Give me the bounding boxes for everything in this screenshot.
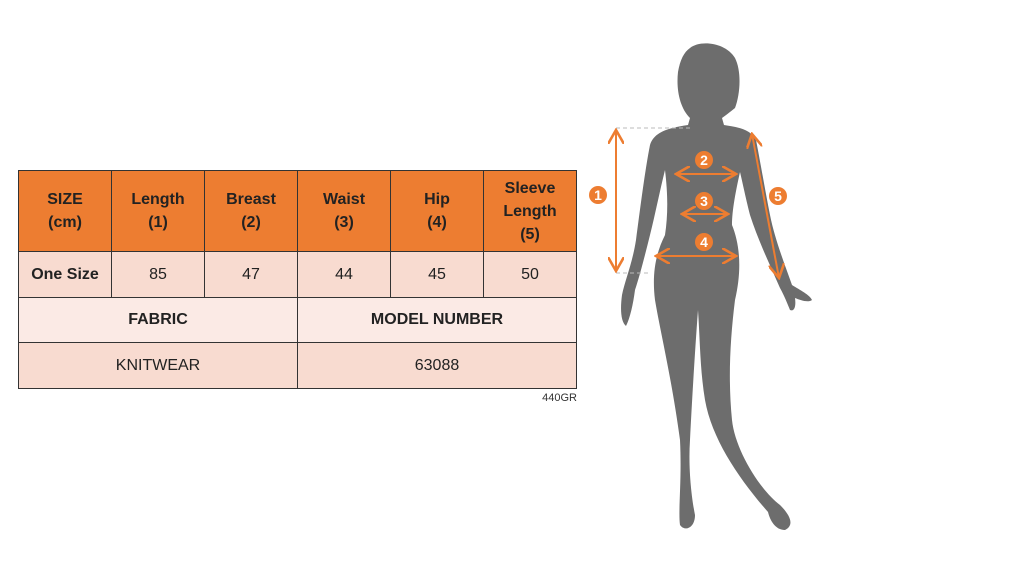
header-hip: Hip (4) — [390, 170, 484, 252]
body-silhouette — [621, 43, 812, 530]
header-length: Length (1) — [111, 170, 205, 252]
model-number-value: 63088 — [297, 342, 577, 389]
measurement-markers: 1 2 3 4 5 — [589, 151, 787, 251]
header-waist: Waist (3) — [297, 170, 391, 252]
header-size: SIZE (cm) — [18, 170, 112, 252]
product-code: 440GR — [542, 392, 577, 404]
header-breast: Breast (2) — [204, 170, 298, 252]
svg-text:3: 3 — [700, 193, 708, 209]
length-cell: 85 — [111, 251, 205, 298]
svg-text:2: 2 — [700, 152, 708, 168]
fabric-value: KNITWEAR — [18, 342, 298, 389]
header-row: SIZE (cm) Length (1) Breast (2) Waist (3… — [18, 170, 577, 252]
measurement-lines — [616, 127, 779, 278]
table-row: One Size 85 47 44 45 50 — [18, 251, 577, 298]
svg-text:1: 1 — [594, 187, 602, 203]
sleeve-length-cell: 50 — [483, 251, 577, 298]
waist-cell: 44 — [297, 251, 391, 298]
svg-text:5: 5 — [774, 188, 782, 204]
svg-text:4: 4 — [700, 234, 708, 250]
info-value-row: KNITWEAR 63088 — [18, 342, 577, 389]
header-sleeve-length: Sleeve Length (5) — [483, 170, 577, 252]
sleeve-arrow — [752, 134, 779, 278]
size-chart-table: SIZE (cm) Length (1) Breast (2) Waist (3… — [18, 170, 577, 389]
hip-cell: 45 — [390, 251, 484, 298]
size-cell: One Size — [18, 251, 112, 298]
